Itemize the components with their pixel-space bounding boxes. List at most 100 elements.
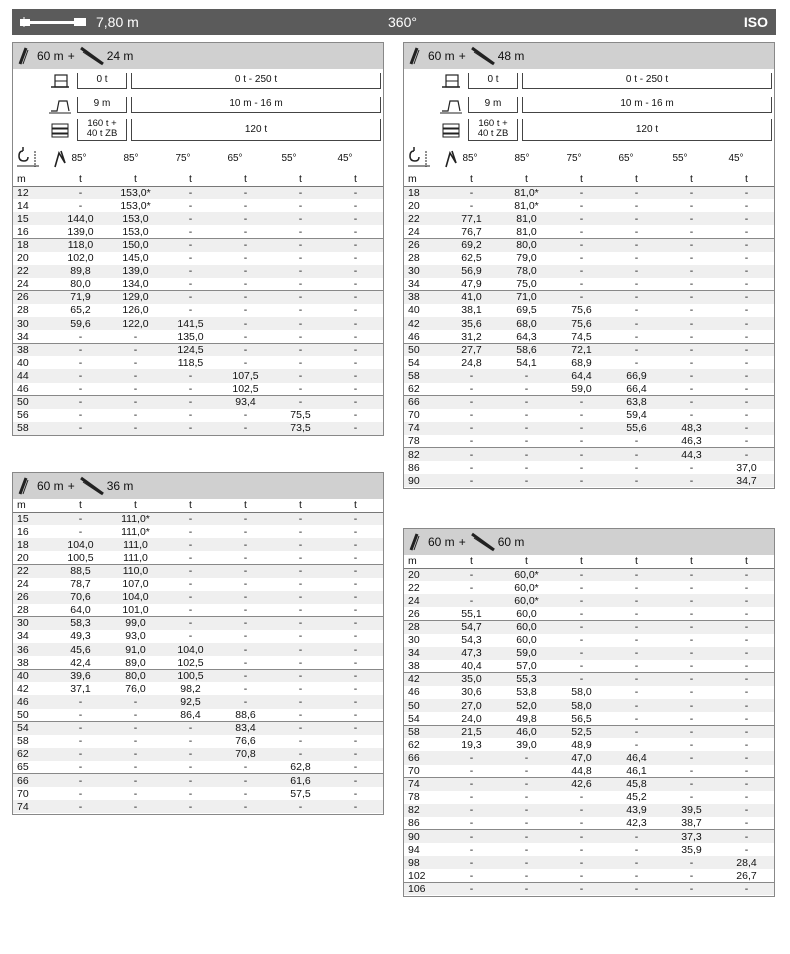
capacity-cell: - [273, 369, 328, 383]
capacity-cell: 88,6 [218, 708, 273, 723]
angle-label: 85° [462, 153, 478, 164]
capacity-cell: - [328, 721, 383, 735]
radius-cell: 42 [17, 682, 29, 695]
radius-cell: 34 [13, 330, 53, 344]
radius-cell: 26 [13, 290, 53, 304]
table-row: 90- - - -37,3- [404, 829, 774, 844]
capacity-cell: - [444, 594, 499, 608]
capacity-cell: - [298, 199, 303, 212]
radius-cell: 24 [17, 578, 29, 591]
capacity-cell: 54,3 [461, 634, 482, 647]
radius-cell: 58 [17, 735, 29, 748]
capacity-cell: - [744, 356, 749, 369]
table-row: 20 102,0 145,0 - - - - [13, 252, 383, 265]
ballast-small-line2: 40 t ZB [86, 128, 118, 139]
capacity-cell: - [719, 212, 774, 226]
capacity-cell: - [444, 764, 499, 779]
capacity-cell: 43,9 [609, 803, 664, 817]
capacity-cell: - [243, 304, 248, 317]
capacity-cell: - [163, 773, 218, 788]
capacity-cell: - [609, 869, 664, 883]
capacity-cell: - [499, 474, 554, 488]
capacity-cell: - [664, 751, 719, 765]
capacity-cell: 26,7 [719, 869, 774, 883]
unit-cell: t [499, 173, 554, 187]
counterweight-small: 0 t [468, 73, 518, 89]
capacity-cell: - [554, 816, 609, 831]
unit-cell: t [444, 555, 499, 569]
capacity-cell: 24,0 [444, 712, 499, 726]
capacity-cell: 150,0 [108, 238, 163, 252]
radius-cell: 38 [404, 659, 444, 674]
table-row: 54 24,0 49,8 56,5- - - [404, 712, 774, 726]
table-row: 30 59,6 122,0 141,5- - - [13, 317, 383, 331]
radius-cell: 15 [13, 212, 53, 226]
capacity-cell: 66,4 [609, 382, 664, 397]
capacity-cell: 99,0 [108, 616, 163, 630]
capacity-cell: - [163, 290, 218, 304]
radius-cell: 40 [408, 304, 420, 317]
radius-cell: 74 [13, 800, 53, 814]
capacity-cell: - [163, 421, 218, 435]
angle-label: 75° [175, 153, 191, 164]
capacity-cell: - [163, 369, 218, 383]
capacity-cell: - [664, 317, 719, 331]
table-row: 26 70,6 104,0- - - - [13, 590, 383, 604]
unit-cell: t [719, 173, 774, 187]
capacity-cell: - [744, 199, 749, 212]
capacity-cell: - [108, 800, 163, 814]
radius-cell: 38 [13, 343, 53, 357]
capacity-cell: 70,6 [53, 590, 108, 604]
capacity-cell: - [444, 434, 499, 449]
capacity-cell: - [609, 725, 664, 739]
angle-label: 45° [337, 153, 353, 164]
unit-cell: t [163, 499, 218, 513]
capacity-cell: - [218, 773, 273, 788]
capacity-cell: - [163, 186, 218, 200]
ballast-main: 120 t [522, 119, 772, 141]
capacity-cell: - [719, 343, 774, 357]
capacity-cell: - [554, 212, 609, 226]
capacity-cell: - [634, 634, 639, 647]
angle-header: 85° 85° 75° 65° 55° 45° [404, 153, 774, 169]
capacity-cell: - [273, 538, 328, 552]
capacity-cell: - [133, 409, 138, 422]
capacity-cell: - [218, 603, 273, 618]
capacity-cell: - [273, 721, 328, 735]
capacity-cell: - [273, 603, 328, 618]
table-row: 74- - -55,6 48,3- [404, 421, 774, 435]
table-row: 65- - - -62,8- [13, 760, 383, 775]
capacity-cell: - [273, 395, 328, 409]
capacity-cell: - [554, 447, 609, 462]
capacity-cell: - [554, 856, 609, 870]
capacity-cell: - [328, 343, 383, 357]
outrigger-row: 9 m 10 m - 16 m [13, 97, 383, 119]
capacity-cell: 75,6 [554, 317, 609, 331]
capacity-cell: - [298, 578, 303, 591]
capacity-cell: 48,3 [664, 421, 719, 435]
unit-cell: t [53, 499, 108, 513]
capacity-cell: - [579, 409, 584, 422]
swing-label: 360° [388, 14, 417, 30]
capacity-cell: - [273, 225, 328, 239]
capacity-cell: - [719, 434, 774, 449]
radius-cell: 18 [13, 238, 53, 252]
capacity-cell: - [609, 882, 664, 896]
capacity-cell: 77,1 [444, 212, 499, 226]
table-row: 58 21,5 46,0 52,5- - - [404, 725, 774, 739]
radius-cell: 34 [404, 646, 444, 660]
radius-cell: 22 [13, 264, 53, 278]
capacity-cell: - [328, 695, 383, 709]
capacity-cell: - [609, 264, 664, 278]
capacity-cell: - [328, 264, 383, 278]
capacity-cell: - [719, 725, 774, 739]
capacity-cell: - [689, 252, 694, 265]
radius-cell: 38 [13, 656, 53, 670]
table-row: 28 64,0 101,0- - - - [13, 603, 383, 618]
ballast-small: 160 t +40 t ZB [77, 119, 127, 141]
capacity-cell: - [719, 829, 774, 844]
capacity-cell: - [328, 564, 383, 578]
capacity-cell: 66,9 [609, 369, 664, 383]
radius-cell: 86 [408, 461, 420, 474]
